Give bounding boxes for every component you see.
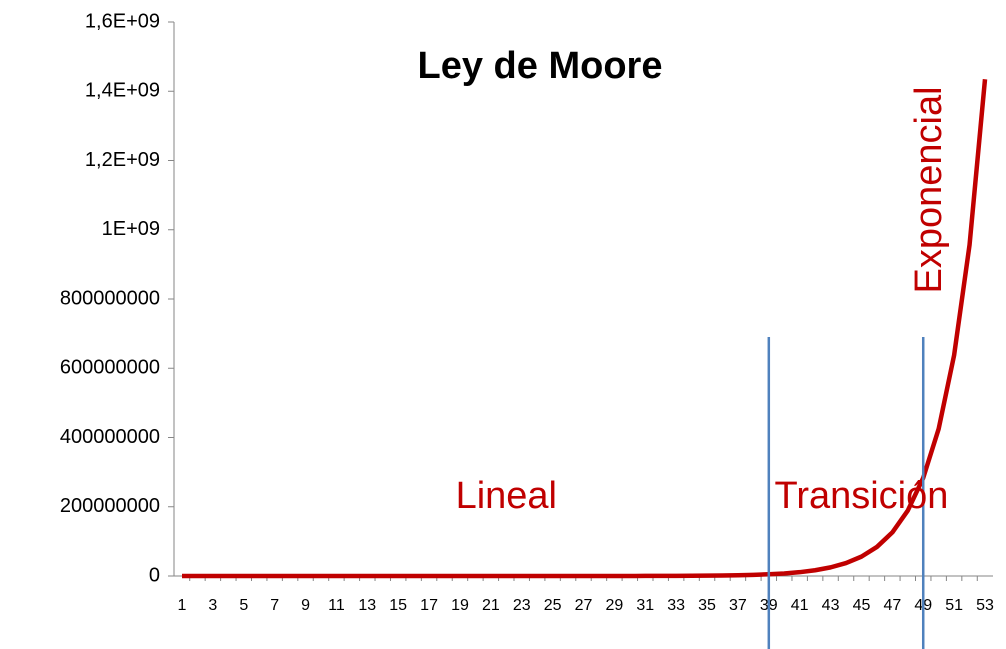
annotation: Lineal (456, 475, 557, 517)
x-tick-label: 1 (178, 597, 187, 614)
x-tick-label: 17 (420, 597, 438, 614)
y-tick-label: 1E+09 (102, 218, 160, 240)
y-tick-label: 1,4E+09 (85, 80, 160, 102)
annotation: Transición (775, 475, 949, 517)
x-tick-label: 29 (605, 597, 623, 614)
x-tick-label: 47 (883, 597, 901, 614)
x-tick-label: 13 (358, 597, 376, 614)
y-tick-label: 1,6E+09 (85, 10, 160, 32)
x-tick-label: 25 (544, 597, 562, 614)
y-tick-label: 600000000 (60, 357, 160, 379)
y-tick-label: 0 (149, 564, 160, 586)
x-tick-label: 27 (575, 597, 593, 614)
x-tick-label: 35 (698, 597, 716, 614)
x-tick-label: 41 (791, 597, 809, 614)
x-tick-label: 21 (482, 597, 500, 614)
x-tick-label: 31 (636, 597, 654, 614)
x-tick-label: 11 (328, 597, 345, 614)
annotation: Exponencial (908, 86, 950, 293)
x-tick-label: 51 (945, 597, 963, 614)
line-series (182, 79, 988, 579)
chart-title: Ley de Moore (418, 45, 663, 87)
x-tick-label: 5 (239, 597, 248, 614)
x-tick-label: 33 (667, 597, 685, 614)
x-tick-label: 53 (976, 597, 994, 614)
x-tick-label: 19 (451, 597, 469, 614)
y-tick-label: 400000000 (60, 426, 160, 448)
y-tick-label: 1,2E+09 (85, 149, 160, 171)
x-tick-label: 15 (389, 597, 407, 614)
x-tick-label: 9 (301, 597, 310, 614)
y-tick-label: 200000000 (60, 495, 160, 517)
x-tick-label: 23 (513, 597, 531, 614)
x-tick-label: 45 (853, 597, 871, 614)
x-tick-label: 37 (729, 597, 747, 614)
y-tick-label: 800000000 (60, 287, 160, 309)
x-tick-label: 7 (270, 597, 279, 614)
x-tick-label: 3 (208, 597, 217, 614)
x-tick-label: 43 (822, 597, 840, 614)
